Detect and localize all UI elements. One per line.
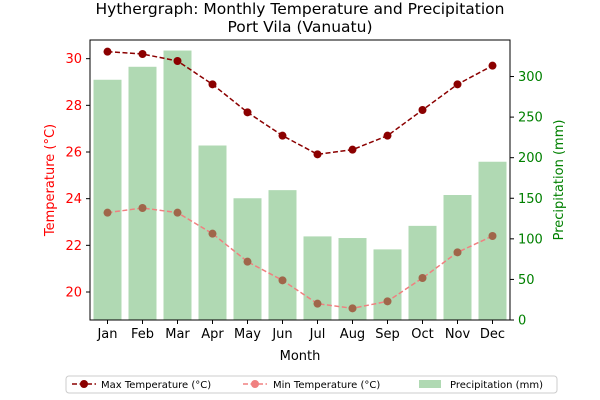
- precip-bar: [128, 66, 157, 320]
- series-line-0: [107, 50, 493, 156]
- series-point-1: [278, 276, 287, 285]
- x-tick-label: Nov: [445, 327, 471, 342]
- x-tick-label: Sep: [375, 327, 400, 342]
- x-tick-label: Apr: [201, 327, 224, 342]
- x-tick-label: Jun: [271, 327, 292, 342]
- precipitation-bars: [93, 50, 507, 321]
- y-right-tick-label: 0: [518, 314, 526, 329]
- series-point-0: [453, 80, 462, 89]
- series-point-1: [103, 208, 112, 217]
- plot-frame: [89, 39, 511, 321]
- series-point-0: [103, 47, 112, 56]
- chart-subtitle: Port Vila (Vanuatu): [228, 18, 373, 36]
- series-point-1: [208, 229, 217, 238]
- series-point-1: [173, 208, 182, 217]
- x-axis: Jan Feb Mar Apr May Jun Jul Aug Sep Oct Nov Dec: [96, 320, 505, 342]
- series-point-0: [208, 80, 217, 89]
- y-left-tick-label: 24: [65, 192, 82, 207]
- chart-title: Hythergraph: Monthly Temperature and Pre…: [96, 0, 505, 18]
- y-right-tick-label: 250: [518, 111, 543, 126]
- series-point-0: [488, 61, 497, 70]
- precip-bar: [408, 225, 437, 320]
- legend-max-marker: [80, 380, 88, 388]
- series-point-1: [453, 248, 462, 257]
- series-point-1: [348, 304, 357, 313]
- legend: Max Temperature (°C) Min Temperature (°C…: [65, 375, 558, 394]
- y-left-tick-label: 22: [65, 239, 82, 254]
- series-point-0: [418, 106, 427, 114]
- legend-max-label: Max Temperature (°C): [101, 380, 211, 391]
- y-left-tick-label: 30: [65, 52, 82, 67]
- legend-min-marker: [251, 380, 259, 388]
- legend-precip-label: Precipitation (mm): [450, 380, 543, 391]
- y-axis-right: 0 50 100 150 200 250 300: [510, 70, 543, 329]
- series-point-0: [173, 57, 182, 65]
- x-tick-label: Feb: [131, 327, 154, 342]
- x-tick-label: Jan: [96, 327, 117, 342]
- series-point-1: [243, 257, 252, 266]
- series-point-1: [313, 299, 322, 308]
- y-axis-right-label: Precipitation (mm): [552, 120, 567, 241]
- x-tick-label: Mar: [165, 327, 190, 342]
- y-axis-left-label: Temperature (°C): [43, 124, 58, 237]
- y-right-tick-label: 150: [518, 192, 543, 207]
- y-left-tick-label: 20: [65, 286, 82, 301]
- y-right-tick-label: 200: [518, 151, 543, 166]
- x-axis-label: Month: [280, 349, 321, 364]
- y-left-tick-label: 28: [65, 99, 82, 114]
- series-point-1: [138, 204, 147, 212]
- y-right-tick-label: 100: [518, 232, 543, 247]
- series-point-0: [383, 131, 392, 140]
- series-point-1: [383, 297, 392, 306]
- x-tick-label: Jul: [309, 327, 326, 342]
- x-tick-label: May: [234, 327, 261, 342]
- x-tick-label: Dec: [480, 327, 505, 342]
- series-point-0: [243, 108, 252, 117]
- series-point-0: [348, 145, 357, 154]
- precip-bar: [373, 249, 402, 320]
- series-point-0: [138, 50, 147, 58]
- y-axis-left: 20 22 24 26 28 30: [65, 52, 90, 301]
- precip-bar: [268, 190, 297, 320]
- x-tick-label: Oct: [411, 327, 433, 342]
- y-left-tick-label: 26: [65, 146, 82, 161]
- y-right-tick-label: 50: [518, 273, 535, 288]
- series-point-0: [313, 150, 322, 159]
- series-line-1: [107, 207, 493, 310]
- precip-bar: [93, 79, 122, 320]
- precip-bar: [163, 50, 192, 321]
- series-point-0: [278, 131, 287, 140]
- legend-precip-swatch: [419, 380, 441, 388]
- y-right-tick-label: 300: [518, 70, 543, 85]
- precip-bar: [443, 195, 472, 320]
- legend-min-label: Min Temperature (°C): [273, 380, 380, 391]
- temperature-lines: [103, 47, 497, 313]
- x-tick-label: Aug: [340, 327, 365, 342]
- series-point-1: [418, 274, 427, 282]
- series-point-1: [488, 232, 497, 240]
